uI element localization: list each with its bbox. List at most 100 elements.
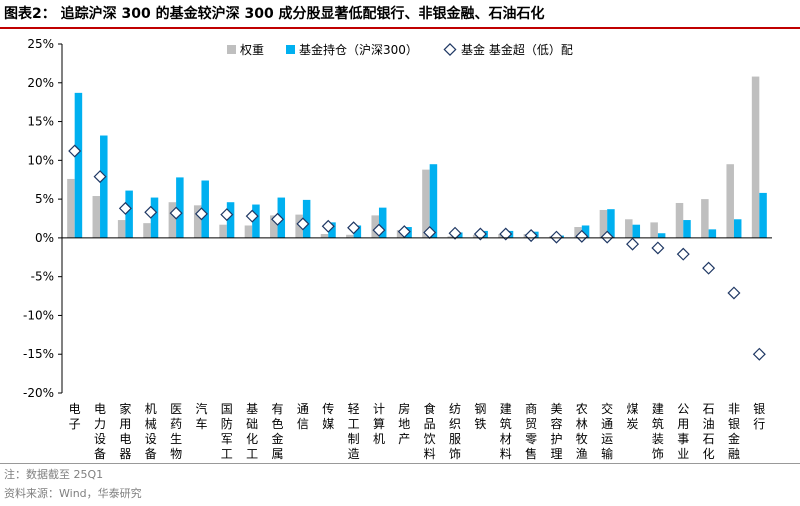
y-tick-label: -15% — [23, 347, 54, 361]
bar-fund — [74, 92, 83, 238]
x-category-label: 家用电器 — [119, 401, 131, 460]
diff-marker — [144, 205, 158, 219]
diff-marker — [448, 226, 462, 240]
bar-weight — [751, 76, 760, 238]
bar-fund — [125, 190, 133, 238]
bar-fund — [201, 180, 209, 238]
y-tick-label: 20% — [27, 76, 54, 90]
diff-marker — [68, 144, 82, 158]
diff-marker — [651, 241, 665, 255]
diff-marker — [499, 227, 513, 241]
x-category-label: 建筑装饰 — [652, 402, 664, 460]
y-tick-label: -20% — [23, 386, 54, 400]
legend-label-fund: 基金持仓（沪深300） — [299, 42, 418, 57]
bar-fund — [708, 229, 717, 238]
bar-fund — [607, 209, 615, 238]
bar-fund — [657, 233, 666, 238]
bar-fund — [100, 135, 108, 238]
y-tick-label: 10% — [27, 153, 54, 167]
x-category-label: 基础化工 — [246, 402, 258, 460]
y-tick-label: 0% — [35, 231, 54, 245]
x-category-label: 商贸零售 — [525, 401, 537, 460]
bar-weight — [193, 205, 202, 238]
y-tick-label: 5% — [35, 192, 54, 206]
bar-weight — [320, 234, 329, 238]
diff-marker — [347, 221, 361, 235]
bar-fund — [759, 192, 767, 238]
x-category-label: 机械设备 — [145, 402, 157, 460]
bar-fund — [581, 225, 590, 238]
x-category-label: 建筑材料 — [500, 402, 512, 460]
x-category-label: 交通运输 — [601, 401, 613, 460]
y-tick-label: -5% — [31, 270, 54, 284]
bar-fund — [150, 197, 159, 238]
diff-marker — [245, 209, 259, 223]
footnote: 注：数据截至 25Q1 — [4, 468, 104, 481]
x-category-label: 钢铁 — [474, 402, 486, 431]
bar-fund — [252, 204, 260, 238]
y-tick-label: 15% — [27, 115, 54, 129]
bar-weight — [117, 220, 126, 238]
x-category-label: 银行 — [753, 402, 765, 431]
diff-marker — [271, 212, 285, 226]
diff-marker — [575, 229, 589, 243]
diff-marker — [321, 219, 335, 233]
diff-marker — [676, 247, 690, 261]
x-category-label: 通信 — [297, 402, 309, 431]
y-tick-label: -10% — [23, 308, 54, 322]
bar-weight — [599, 209, 608, 238]
diff-marker — [220, 208, 234, 222]
x-category-label: 计算机 — [373, 402, 385, 446]
bar-fund — [632, 224, 641, 238]
bar-weight — [701, 199, 709, 238]
bar-fund — [302, 199, 311, 238]
axes-layer — [58, 43, 63, 394]
x-category-label: 美容护理 — [550, 402, 562, 460]
x-category-label: 国防军工 — [221, 402, 233, 460]
x-category-label: 医药生物 — [170, 402, 182, 460]
y-tick-label: 25% — [27, 37, 54, 51]
chart-title: 图表2： 追踪沪深 300 的基金较沪深 300 成分股显著低配银行、非银金融、… — [4, 6, 545, 22]
x-category-label: 纺织服饰 — [449, 402, 461, 460]
diff-marker — [169, 206, 183, 220]
x-category-label: 汽车 — [195, 401, 207, 431]
diff-marker — [397, 225, 411, 239]
bar-weight — [219, 224, 227, 238]
x-category-label: 石油石化 — [703, 402, 715, 460]
title-divider — [0, 27, 800, 29]
bar-weight — [168, 202, 177, 238]
diff-marker — [549, 230, 563, 244]
diff-marker — [600, 230, 614, 244]
diff-marker — [372, 223, 386, 237]
footer-divider — [0, 463, 800, 464]
diff-marker — [93, 170, 107, 184]
bar-weight — [726, 164, 734, 238]
bar-fund — [733, 219, 742, 238]
diff-marker — [118, 201, 132, 215]
x-category-label: 公用事业 — [677, 402, 689, 460]
bar-weight — [447, 236, 456, 238]
bar-fund — [353, 225, 362, 238]
x-category-label: 房地产 — [398, 401, 410, 446]
bar-weight — [625, 219, 633, 238]
bar-weight — [371, 215, 379, 238]
diff-marker — [296, 217, 310, 231]
bar-fund — [683, 220, 691, 238]
x-category-label: 电力设备 — [94, 402, 106, 460]
x-category-label: 轻工制造 — [348, 402, 360, 460]
bar-fund — [429, 164, 438, 238]
bar-weight — [422, 169, 430, 238]
bar-weight — [346, 234, 354, 238]
diff-marker — [702, 261, 716, 275]
diff-marker — [752, 347, 766, 361]
bar-weight — [92, 196, 101, 238]
diff-marker — [524, 229, 538, 243]
diff-marker — [727, 286, 741, 300]
diff-marker — [194, 207, 208, 221]
bar-weight — [650, 222, 658, 238]
legend-marker-diff — [443, 42, 457, 57]
diff-marker — [473, 227, 487, 241]
x-category-label: 农林牧渔 — [576, 402, 588, 460]
markers-layer — [62, 144, 772, 361]
x-category-label: 有色金属 — [272, 402, 284, 460]
